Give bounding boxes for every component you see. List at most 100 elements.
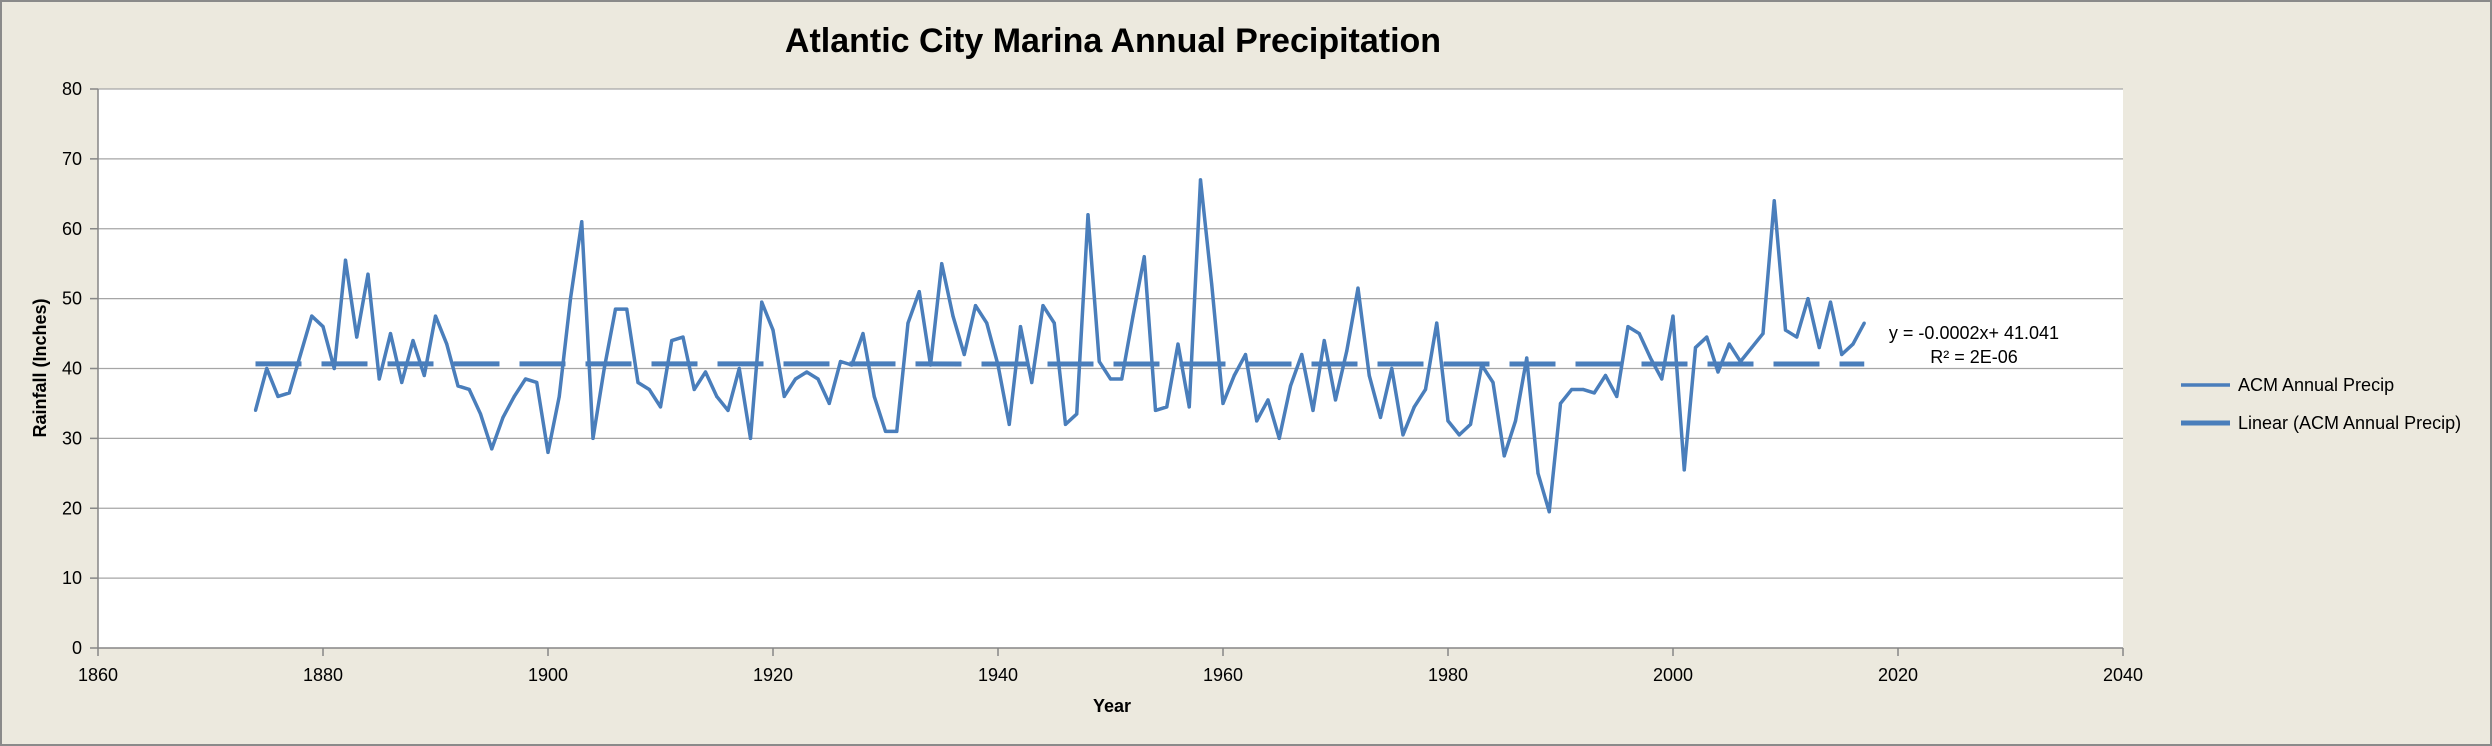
data-point-1930 bbox=[883, 429, 888, 433]
data-point-1884 bbox=[366, 272, 370, 276]
data-point-1938 bbox=[973, 304, 978, 308]
data-point-1900 bbox=[546, 450, 550, 454]
data-point-1913 bbox=[692, 387, 696, 392]
data-point-1994 bbox=[1603, 373, 1608, 378]
data-point-1975 bbox=[1390, 366, 1394, 371]
y-axis-title: Rainfall (Inches) bbox=[30, 298, 50, 437]
data-point-1990 bbox=[1558, 401, 1563, 406]
data-point-2012 bbox=[1806, 297, 1810, 301]
data-point-1894 bbox=[478, 412, 483, 416]
data-point-1927 bbox=[850, 363, 854, 367]
x-tick-label-8: 2020 bbox=[1878, 665, 1918, 685]
data-point-1895 bbox=[490, 447, 494, 451]
data-point-1933 bbox=[917, 290, 921, 294]
x-tick-label-6: 1980 bbox=[1428, 665, 1468, 685]
y-tick-label-0: 0 bbox=[72, 638, 82, 658]
data-point-1929 bbox=[872, 394, 876, 399]
data-point-1909 bbox=[647, 387, 651, 392]
x-tick-label-2: 1900 bbox=[528, 665, 568, 685]
legend-label-1: Linear (ACM Annual Precip) bbox=[2238, 413, 2461, 433]
data-point-1918 bbox=[748, 436, 753, 440]
data-point-1876 bbox=[276, 394, 280, 399]
legend: ACM Annual Precip Linear (ACM Annual Prec… bbox=[2181, 375, 2461, 433]
data-point-1926 bbox=[838, 359, 843, 364]
data-point-1915 bbox=[715, 394, 719, 399]
data-point-1921 bbox=[782, 394, 786, 399]
data-point-1984 bbox=[1491, 380, 1495, 385]
data-point-1928 bbox=[861, 331, 865, 336]
data-point-1968 bbox=[1311, 408, 1315, 413]
data-point-1937 bbox=[962, 352, 966, 357]
data-point-1946 bbox=[1063, 422, 1068, 426]
data-point-1923 bbox=[805, 370, 809, 374]
y-tick-label-3: 30 bbox=[62, 428, 82, 448]
data-point-1919 bbox=[760, 300, 764, 304]
data-point-1954 bbox=[1153, 408, 1158, 413]
data-point-1893 bbox=[467, 387, 471, 392]
x-tick-label-0: 1860 bbox=[78, 665, 118, 685]
data-point-2011 bbox=[1795, 335, 1799, 339]
data-point-1943 bbox=[1030, 380, 1034, 385]
data-point-1952 bbox=[1131, 314, 1135, 318]
data-point-1976 bbox=[1401, 433, 1405, 437]
data-point-1955 bbox=[1165, 405, 1169, 409]
legend-label-0: ACM Annual Precip bbox=[2238, 375, 2394, 395]
data-point-1912 bbox=[681, 335, 685, 339]
data-point-1886 bbox=[388, 331, 393, 336]
chart-title: Atlantic City Marina Annual Precipitatio… bbox=[785, 22, 1441, 60]
data-point-1972 bbox=[1356, 286, 1360, 290]
data-point-1907 bbox=[625, 307, 629, 311]
data-point-1980 bbox=[1446, 419, 1450, 423]
data-point-1935 bbox=[940, 262, 944, 266]
y-axis-ticks: 0 10 20 30 40 50 60 70 80 bbox=[62, 79, 98, 658]
data-point-1945 bbox=[1052, 321, 1056, 325]
data-point-1936 bbox=[951, 314, 955, 318]
data-point-1942 bbox=[1018, 324, 1023, 329]
data-point-2016 bbox=[1851, 342, 1855, 346]
data-point-1887 bbox=[400, 380, 404, 385]
data-point-1885 bbox=[377, 377, 381, 381]
data-point-1964 bbox=[1266, 398, 1270, 402]
data-point-1882 bbox=[343, 258, 348, 262]
data-point-2010 bbox=[1783, 328, 1788, 332]
data-point-1947 bbox=[1075, 412, 1079, 416]
data-point-1892 bbox=[456, 384, 460, 388]
data-point-1875 bbox=[265, 366, 269, 371]
data-point-1906 bbox=[613, 307, 618, 311]
data-point-1920 bbox=[771, 328, 775, 332]
data-point-1903 bbox=[580, 220, 584, 224]
data-point-1922 bbox=[793, 377, 798, 381]
data-point-1951 bbox=[1120, 377, 1124, 381]
data-point-1973 bbox=[1367, 373, 1371, 378]
data-point-1999 bbox=[1660, 377, 1664, 381]
data-point-1981 bbox=[1457, 433, 1461, 437]
data-point-2005 bbox=[1727, 342, 1731, 346]
data-point-2004 bbox=[1716, 370, 1720, 374]
data-point-1962 bbox=[1243, 352, 1248, 357]
data-point-2017 bbox=[1862, 321, 1866, 325]
data-point-1971 bbox=[1345, 349, 1349, 353]
data-point-1925 bbox=[827, 401, 831, 406]
y-tick-label-8: 80 bbox=[62, 79, 82, 99]
data-point-1940 bbox=[996, 363, 1000, 367]
y-tick-label-5: 50 bbox=[62, 289, 82, 309]
data-point-2007 bbox=[1750, 345, 1754, 350]
data-point-1949 bbox=[1097, 359, 1101, 364]
data-point-2013 bbox=[1817, 345, 1821, 350]
data-point-1959 bbox=[1210, 283, 1214, 287]
data-point-1932 bbox=[906, 321, 910, 325]
data-point-1977 bbox=[1412, 405, 1416, 409]
data-point-1992 bbox=[1581, 387, 1585, 392]
x-tick-label-4: 1940 bbox=[978, 665, 1018, 685]
data-point-1996 bbox=[1626, 324, 1630, 329]
data-point-1883 bbox=[355, 335, 359, 339]
data-point-1965 bbox=[1277, 436, 1281, 440]
data-point-1974 bbox=[1378, 415, 1383, 420]
data-point-1896 bbox=[501, 415, 505, 420]
data-point-1924 bbox=[816, 377, 820, 381]
data-point-1899 bbox=[535, 380, 539, 385]
data-point-1931 bbox=[895, 429, 899, 433]
x-axis-title: Year bbox=[1093, 696, 1131, 716]
series-line-0 bbox=[253, 178, 1866, 514]
y-tick-label-2: 20 bbox=[62, 498, 82, 518]
